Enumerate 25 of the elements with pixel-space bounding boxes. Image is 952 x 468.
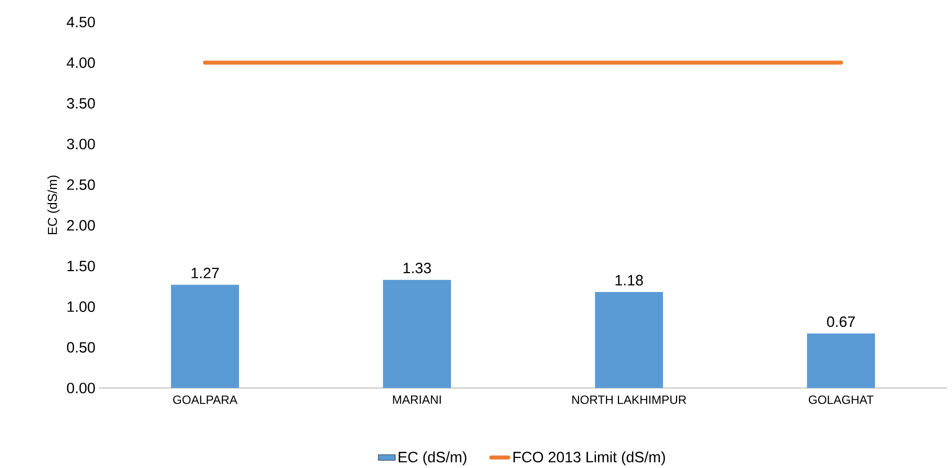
y-tick-label: 1.50 — [68, 260, 95, 272]
y-tick-label: 2.50 — [67, 179, 95, 190]
y-tick-label: 2.00 — [67, 220, 95, 231]
x-tick-label: GOALPARA — [173, 396, 238, 404]
y-tick-label: 0.50 — [66, 342, 95, 353]
bar — [807, 334, 876, 388]
y-tick-label: 3.00 — [66, 138, 95, 150]
bar — [383, 280, 452, 388]
y-tick-label: 4.50 — [66, 16, 95, 28]
data-label: 1.33 — [404, 262, 431, 274]
x-tick-label: NORTH LAKHIMPUR — [572, 396, 686, 404]
bar — [171, 284, 240, 388]
data-label: 1.27 — [192, 268, 219, 278]
y-tick-label: 4.00 — [66, 57, 95, 68]
y-tick-label: 3.50 — [66, 98, 95, 109]
legend-label: EC (dS/m) — [398, 451, 466, 466]
y-axis-title: EC (dS/m) — [47, 176, 60, 234]
bar — [595, 292, 664, 388]
y-tick-label: 1.00 — [68, 301, 95, 312]
legend-label: FCO 2013 Limit (dS/m) — [513, 451, 665, 466]
data-label: 1.18 — [616, 274, 643, 286]
x-tick-label: GOLAGHAT — [808, 396, 874, 404]
y-tick-label: 0.00 — [66, 382, 95, 394]
x-tick-label: MARIANI — [393, 396, 441, 404]
data-label: 0.67 — [827, 316, 855, 327]
